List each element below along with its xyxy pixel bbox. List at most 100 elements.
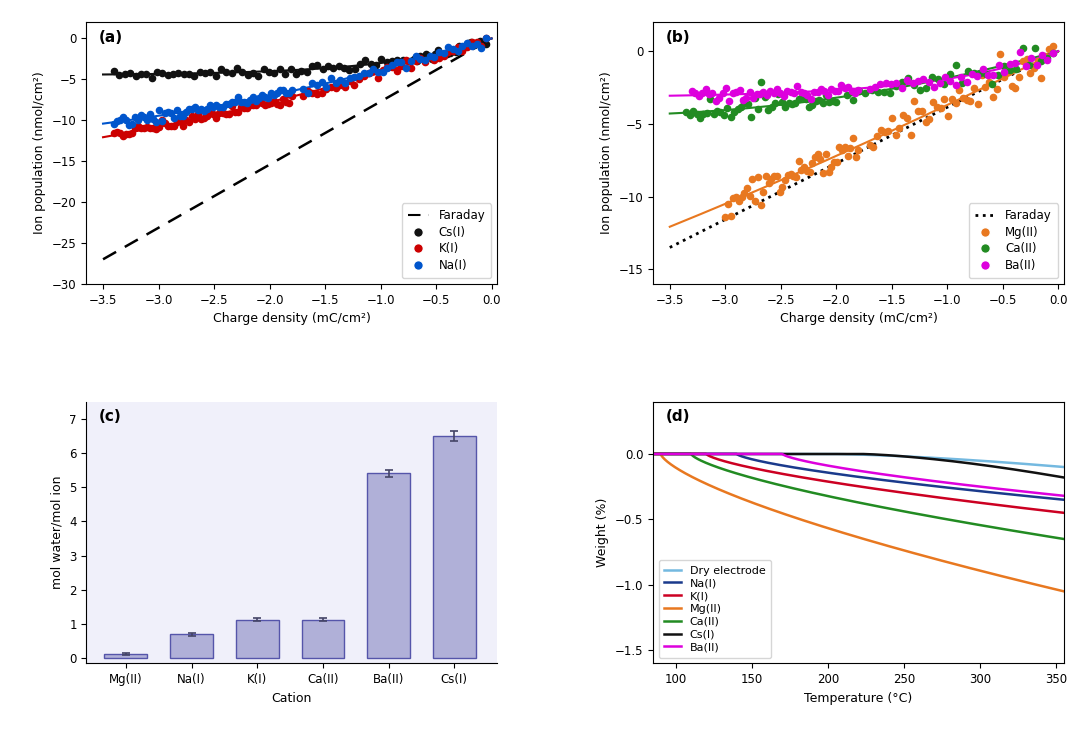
Y-axis label: Ion population (nmol/cm²): Ion population (nmol/cm²) (600, 71, 613, 234)
Point (199, 110, 216, 122)
Point (797, 93, 814, 105)
Line: Ca(II): Ca(II) (653, 454, 1064, 539)
Point (299, 85, 316, 97)
Point (388, 56, 405, 68)
Point (435, 48, 453, 60)
Point (197, 67, 214, 79)
Point (723, 210, 740, 222)
Point (836, 82, 853, 94)
Point (929, 73, 946, 85)
Point (914, 105, 931, 117)
Point (383, 59, 401, 71)
Point (430, 52, 447, 63)
Point (462, 36, 480, 48)
Dry electrode (647, 450, 660, 458)
Point (836, 141, 853, 153)
Ca(II) (956, 517, 969, 526)
Point (958, 94, 975, 106)
Point (106, 118, 123, 130)
Point (314, 63, 332, 75)
Point (820, 166, 837, 178)
Point (728, 192, 745, 203)
Point (893, 83, 910, 94)
X-axis label: Temperature (°C): Temperature (°C) (805, 691, 913, 705)
Legend: Dry electrode, Na(I), K(I), Mg(II), Ca(II), Cs(I), Ba(II): Dry electrode, Na(I), K(I), Mg(II), Ca(I… (659, 560, 771, 657)
Point (271, 99, 288, 111)
Legend: Faraday, Cs(I), K(I), Na(I): Faraday, Cs(I), K(I), Na(I) (402, 203, 491, 278)
Point (818, 89, 835, 101)
Point (170, 66, 187, 78)
Point (356, 55, 374, 66)
Point (729, 103, 746, 115)
Point (891, 122, 908, 134)
Point (962, 95, 980, 107)
Point (365, 63, 382, 75)
Point (271, 84, 288, 96)
Point (415, 51, 432, 63)
Point (851, 85, 868, 97)
Point (1026, 42, 1043, 54)
Point (734, 94, 752, 105)
Point (126, 70, 144, 82)
Point (947, 97, 964, 109)
Point (114, 130, 132, 142)
Point (262, 97, 280, 109)
Point (711, 92, 728, 104)
Point (970, 98, 987, 110)
Mg(II) (719, 488, 732, 497)
Dry electrode (921, 453, 934, 462)
Point (463, 36, 481, 48)
Point (450, 40, 468, 52)
Point (133, 122, 150, 134)
Point (923, 71, 941, 83)
Point (226, 97, 243, 108)
Point (383, 60, 401, 72)
Point (341, 72, 359, 84)
Point (839, 81, 856, 93)
Point (833, 79, 850, 91)
Mg(II) (889, 543, 902, 552)
Text: (c): (c) (98, 410, 121, 425)
Point (921, 113, 939, 125)
Point (807, 151, 824, 163)
Point (861, 83, 878, 95)
Point (981, 76, 998, 88)
Point (1014, 55, 1031, 66)
Ca(II) (889, 506, 902, 514)
Point (900, 72, 917, 84)
Point (820, 88, 837, 100)
Bar (235, 620, 279, 658)
Point (920, 76, 937, 88)
Point (402, 55, 419, 67)
Point (1028, 59, 1045, 71)
Point (1038, 52, 1055, 64)
K(I) (833, 479, 846, 488)
Point (459, 38, 476, 49)
Point (953, 71, 970, 83)
Point (145, 113, 162, 125)
Point (932, 102, 949, 113)
Na(I) (956, 485, 969, 494)
Point (442, 47, 459, 59)
Point (241, 94, 258, 105)
Point (768, 83, 785, 95)
Point (812, 153, 829, 165)
Point (249, 92, 267, 104)
Point (416, 56, 433, 68)
Mg(II) (1057, 587, 1070, 595)
Point (861, 139, 878, 151)
Point (1011, 71, 1028, 83)
Point (222, 100, 240, 112)
Point (1034, 49, 1051, 61)
Point (172, 116, 189, 128)
Point (322, 82, 339, 94)
Point (379, 63, 396, 74)
Point (866, 82, 883, 94)
Point (700, 88, 717, 100)
Ba(II) (833, 463, 846, 472)
Point (459, 41, 476, 52)
Point (313, 87, 330, 99)
Point (454, 43, 471, 55)
Point (984, 78, 1001, 90)
Point (811, 94, 828, 105)
